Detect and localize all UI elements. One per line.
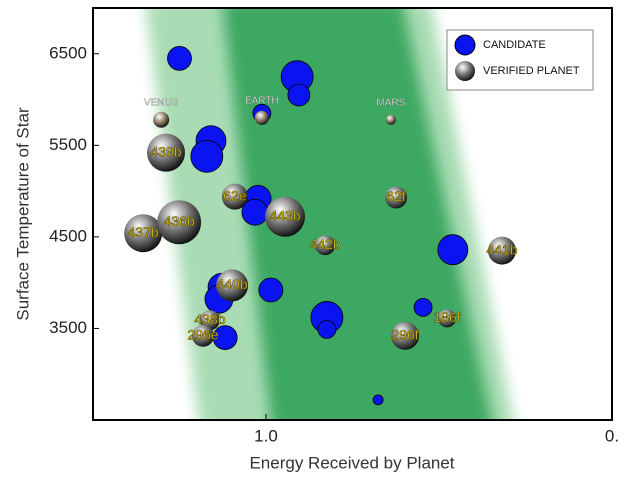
y-axis-title: Surface Temperature of Star bbox=[13, 107, 32, 321]
point-label: 440b bbox=[217, 276, 248, 292]
point-label: 439b bbox=[150, 143, 181, 159]
legend-label: VERIFIED PLANET bbox=[483, 65, 580, 77]
candidate bbox=[318, 320, 336, 338]
y-tick-label: 5500 bbox=[49, 135, 87, 154]
point-label: MARS bbox=[376, 97, 405, 108]
point-label: 62f bbox=[386, 188, 406, 204]
planet bbox=[255, 111, 269, 125]
legend: CANDIDATE VERIFIED PLANET bbox=[447, 30, 593, 90]
point-label: VENUS bbox=[144, 97, 179, 108]
point-label: EARTH bbox=[245, 96, 279, 107]
legend-marker bbox=[455, 61, 475, 81]
candidate bbox=[414, 298, 432, 316]
planet bbox=[386, 115, 396, 125]
y-tick-label: 6500 bbox=[49, 43, 87, 62]
candidate bbox=[288, 84, 310, 106]
x-tick-label: 0. bbox=[605, 426, 619, 445]
point-label: 186f bbox=[433, 309, 460, 325]
chart: 439b62e443b62f437b436b442b441b440b438b29… bbox=[0, 0, 627, 477]
point-label: 442b bbox=[310, 236, 341, 252]
point-label: 441b bbox=[486, 241, 517, 257]
candidate bbox=[373, 395, 383, 405]
x-tick-label: 1.0 bbox=[254, 426, 278, 445]
point-label: 443b bbox=[269, 207, 300, 223]
point-label: 296e bbox=[187, 326, 218, 342]
candidate bbox=[438, 235, 468, 265]
candidate bbox=[168, 46, 192, 70]
point-label: 436b bbox=[164, 213, 195, 229]
point-label: 438b bbox=[194, 311, 225, 327]
point-label: 296f bbox=[391, 326, 418, 342]
planet bbox=[153, 112, 169, 128]
candidate bbox=[259, 278, 283, 302]
page: 439b62e443b62f437b436b442b441b440b438b29… bbox=[0, 0, 627, 482]
x-axis-title: Energy Received by Planet bbox=[249, 453, 454, 472]
legend-marker bbox=[455, 35, 475, 55]
y-tick-label: 4500 bbox=[49, 226, 87, 245]
candidate bbox=[191, 140, 223, 172]
legend-label: CANDIDATE bbox=[483, 39, 546, 51]
point-label: 437b bbox=[128, 224, 159, 240]
y-tick-label: 3500 bbox=[49, 318, 87, 337]
point-label: 62e bbox=[223, 187, 247, 203]
